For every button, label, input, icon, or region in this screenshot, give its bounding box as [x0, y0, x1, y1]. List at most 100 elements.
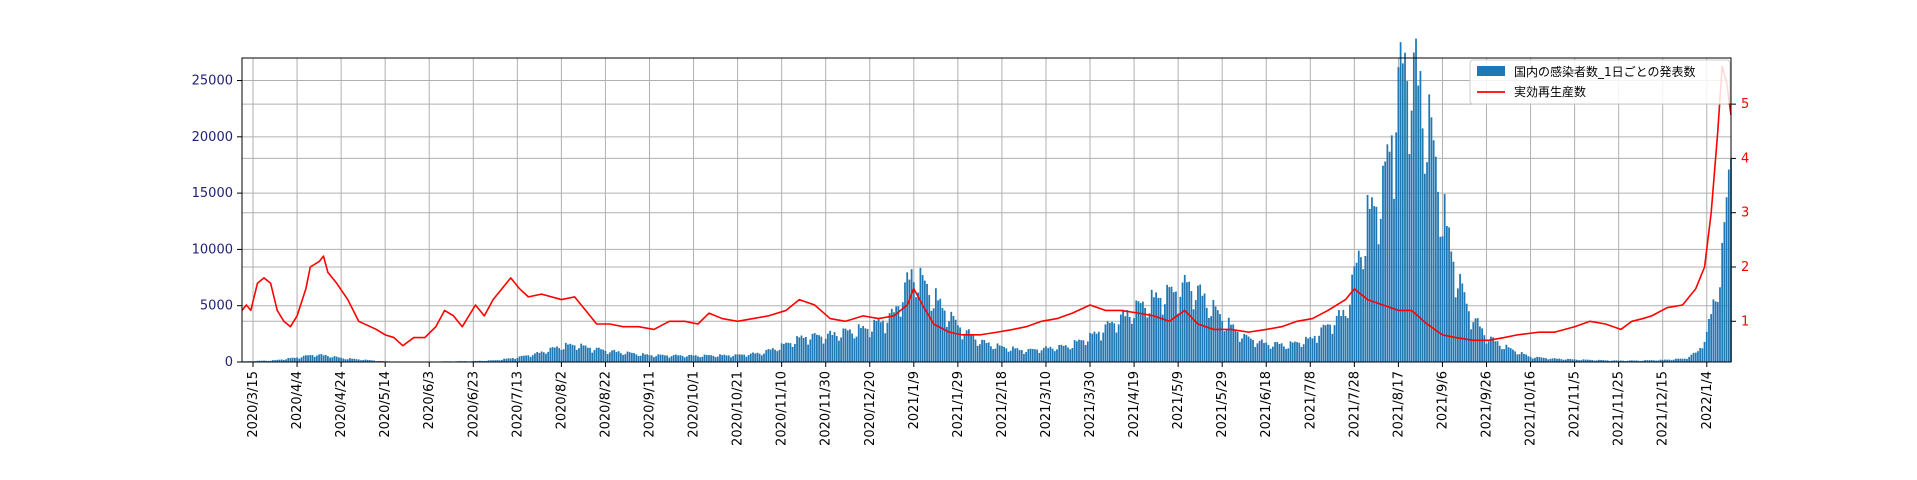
- bar: [807, 344, 809, 362]
- bar: [1166, 284, 1168, 362]
- bar: [1375, 206, 1378, 362]
- bar: [1018, 350, 1021, 362]
- x-tick-label: 2020/10/1: [687, 371, 702, 438]
- bar: [921, 275, 924, 362]
- bar: [309, 355, 312, 362]
- bar: [1600, 360, 1602, 362]
- bar: [338, 357, 340, 362]
- bar: [864, 328, 867, 362]
- bar: [1012, 346, 1014, 362]
- bar: [604, 350, 607, 362]
- bar: [1657, 360, 1660, 362]
- bar: [952, 316, 955, 362]
- bar: [928, 295, 931, 362]
- x-tick-label: 2021/9/6: [1435, 371, 1450, 429]
- bar: [1230, 324, 1232, 362]
- bar: [1382, 165, 1384, 362]
- bar: [653, 357, 655, 362]
- bar: [1190, 291, 1193, 362]
- bar: [908, 279, 911, 362]
- bar: [972, 335, 975, 362]
- bar: [1437, 191, 1439, 362]
- bar: [1677, 358, 1680, 362]
- bar: [1111, 321, 1113, 362]
- bar: [1020, 350, 1023, 362]
- x-tick-label: 2020/7/13: [510, 371, 525, 438]
- bar: [1236, 331, 1239, 362]
- bar: [1056, 349, 1058, 362]
- bar: [1642, 360, 1644, 362]
- bar: [1117, 324, 1120, 362]
- bar: [915, 297, 917, 362]
- bar: [1589, 359, 1591, 362]
- bar: [291, 357, 294, 362]
- bar: [368, 360, 371, 362]
- bar: [1135, 300, 1138, 362]
- bar: [730, 357, 732, 362]
- bar: [1573, 359, 1576, 362]
- bar: [1260, 339, 1263, 362]
- bar: [1648, 360, 1651, 362]
- bar: [1653, 360, 1655, 362]
- bar: [1397, 67, 1400, 363]
- x-axis: 2020/3/15 2020/4/4 2020/4/24 2020/5/14 2020/…: [246, 362, 1715, 446]
- bar: [723, 354, 726, 362]
- x-tick-label: 2021/5/29: [1215, 371, 1230, 438]
- bar: [1683, 358, 1686, 362]
- bar: [1421, 128, 1424, 362]
- bar: [1501, 349, 1503, 362]
- x-tick-label: 2021/7/28: [1347, 371, 1362, 438]
- bar: [1263, 342, 1265, 362]
- bar: [349, 358, 351, 362]
- bar: [760, 355, 763, 362]
- bar: [1666, 359, 1668, 362]
- bar: [1461, 283, 1464, 362]
- bar: [939, 298, 942, 362]
- x-tick-label: 2021/6/18: [1259, 371, 1274, 438]
- bar: [1602, 360, 1605, 362]
- bar: [1069, 349, 1072, 362]
- bar: [1637, 360, 1640, 362]
- x-tick-label: 2021/4/19: [1127, 371, 1142, 438]
- bar: [1423, 173, 1426, 362]
- bar: [536, 352, 539, 362]
- x-tick-label: 2020/10/21: [731, 371, 746, 446]
- bar: [871, 331, 873, 362]
- bar: [1575, 359, 1578, 362]
- bar: [1357, 250, 1360, 362]
- bar: [996, 343, 999, 362]
- bar: [1278, 344, 1281, 362]
- bar: [1419, 71, 1422, 362]
- bar: [1351, 274, 1354, 362]
- bar: [732, 356, 735, 362]
- bar: [1183, 274, 1186, 362]
- bar: [835, 336, 838, 362]
- bar: [1108, 322, 1111, 362]
- bar: [703, 354, 706, 362]
- x-tick-label: 2020/6/23: [466, 371, 481, 438]
- bar: [1512, 349, 1514, 362]
- bar: [948, 321, 950, 362]
- bar: [1093, 331, 1096, 362]
- bar: [293, 357, 296, 362]
- y-left-tick-label: 5000: [200, 299, 233, 314]
- bar: [1562, 359, 1565, 362]
- bar: [1324, 325, 1327, 362]
- bar: [1496, 341, 1499, 362]
- bar: [584, 345, 587, 362]
- bar: [1305, 336, 1307, 362]
- bar: [1368, 208, 1371, 362]
- bar: [1534, 357, 1536, 362]
- bar: [628, 352, 631, 362]
- bar: [509, 358, 512, 362]
- bar: [893, 312, 895, 362]
- bar: [1701, 348, 1704, 362]
- bar: [1661, 359, 1664, 362]
- bar: [1604, 360, 1607, 362]
- bar: [1298, 342, 1301, 362]
- bar: [534, 353, 536, 362]
- bar: [1386, 144, 1389, 362]
- bar: [677, 355, 680, 362]
- bar: [1047, 348, 1050, 362]
- bar: [747, 355, 750, 362]
